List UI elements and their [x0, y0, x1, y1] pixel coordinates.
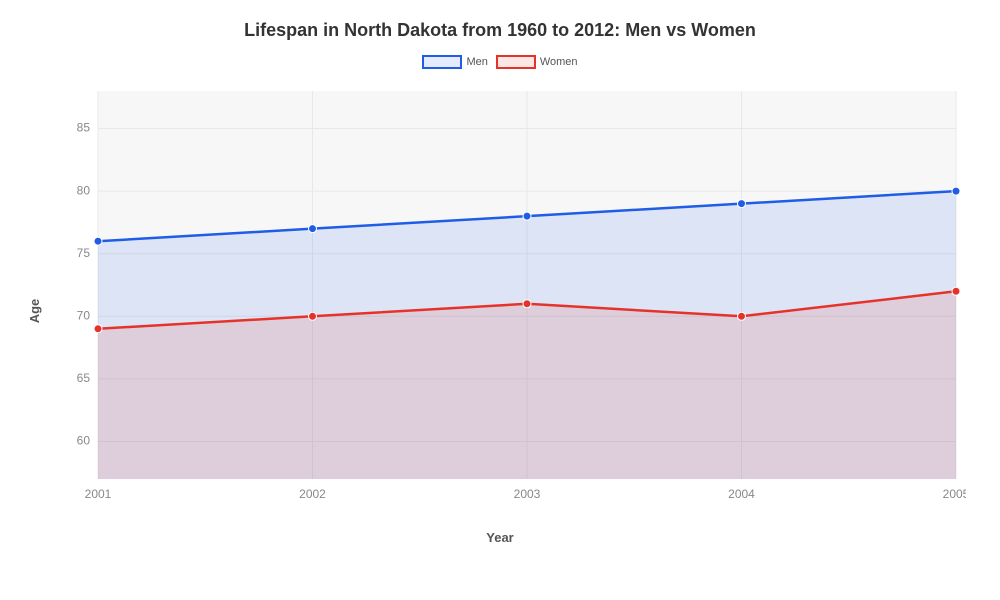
y-tick-label: 70 [77, 308, 91, 322]
chart-container: Lifespan in North Dakota from 1960 to 20… [0, 0, 1000, 600]
y-tick-label: 65 [77, 371, 91, 385]
legend-box-men [422, 55, 462, 69]
data-point-women[interactable] [523, 300, 531, 308]
y-tick-label: 75 [77, 246, 91, 260]
legend-item-men[interactable]: Men [422, 55, 487, 69]
y-axis-label: Age [27, 299, 42, 324]
plot-wrapper: Age 60657075808520012002200320042005 Yea… [30, 81, 970, 541]
y-tick-label: 80 [77, 183, 91, 197]
legend: Men Women [20, 55, 980, 69]
y-tick-label: 60 [77, 434, 91, 448]
x-tick-label: 2001 [85, 487, 112, 501]
data-point-women[interactable] [309, 312, 317, 320]
x-tick-label: 2002 [299, 487, 326, 501]
x-tick-label: 2005 [943, 487, 966, 501]
x-tick-label: 2003 [514, 487, 541, 501]
data-point-men[interactable] [738, 200, 746, 208]
legend-box-women [496, 55, 536, 69]
legend-item-women[interactable]: Women [496, 55, 578, 69]
y-tick-label: 85 [77, 121, 91, 135]
legend-label-men: Men [466, 56, 487, 68]
data-point-women[interactable] [94, 325, 102, 333]
plot-svg: 60 65 70 75 80 85 2001 2002 2003 2004 2005 [66, 81, 966, 511]
legend-label-women: Women [540, 56, 578, 68]
x-axis-label: Year [486, 530, 513, 545]
data-point-men[interactable] [94, 237, 102, 245]
x-tick-label: 2004 [728, 487, 755, 501]
data-point-women[interactable] [738, 312, 746, 320]
data-point-women[interactable] [952, 287, 960, 295]
chart-title: Lifespan in North Dakota from 1960 to 20… [20, 20, 980, 41]
data-point-men[interactable] [523, 212, 531, 220]
data-point-men[interactable] [309, 225, 317, 233]
data-point-men[interactable] [952, 187, 960, 195]
